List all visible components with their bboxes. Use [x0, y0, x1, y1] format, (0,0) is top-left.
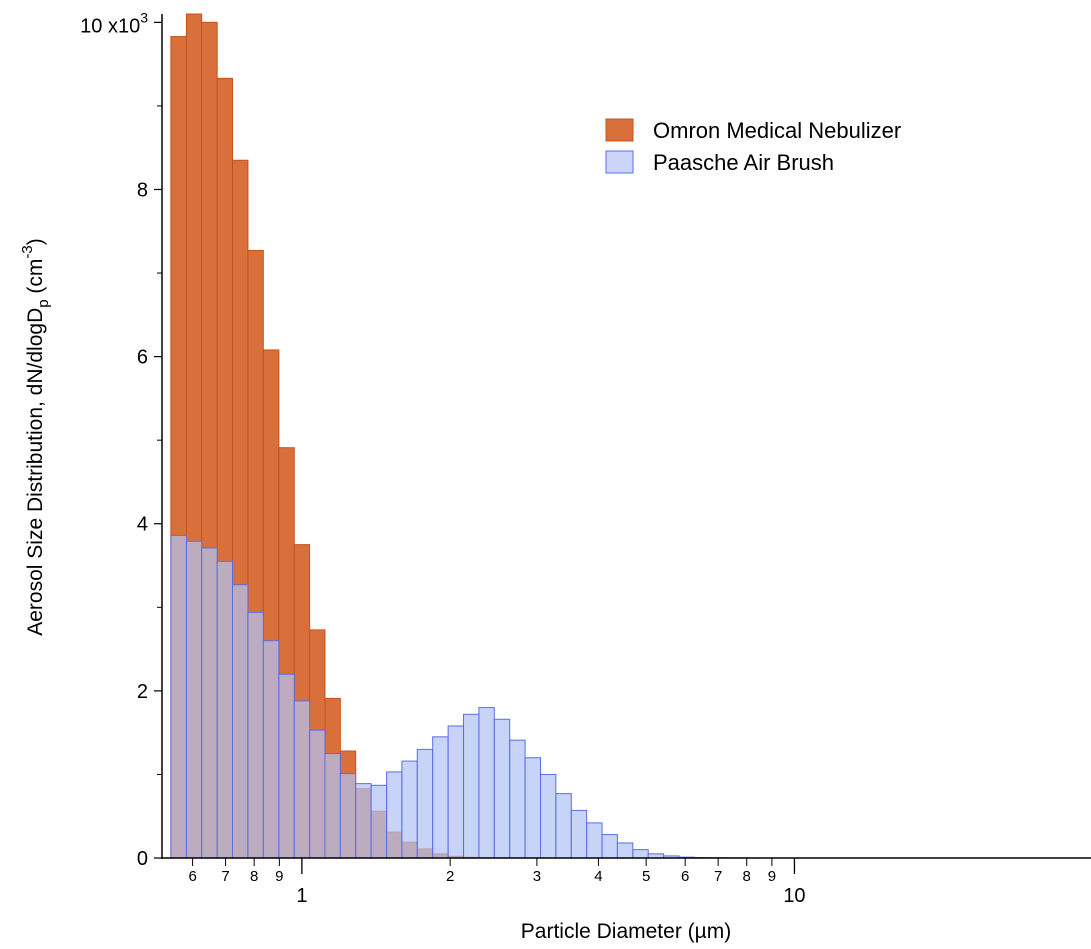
y-title-superscript: -3	[19, 245, 36, 258]
bar-paasche-7	[278, 673, 295, 859]
bar-paasche-0	[170, 534, 187, 859]
legend-label-1: Paasche Air Brush	[653, 150, 834, 175]
bar-paasche-26	[570, 809, 588, 859]
y-multiplier-label: 10 x103	[80, 9, 148, 37]
bar-paasche-22	[509, 739, 526, 859]
y-tick-label-3: 6	[137, 347, 148, 369]
bar-paasche-20	[478, 707, 495, 859]
bar-paasche-10	[324, 753, 341, 859]
bar-paasche-16	[416, 748, 434, 859]
x-minor-tick-label-9: 7	[714, 868, 722, 885]
x-minor-tick-label-10: 8	[743, 868, 751, 885]
bar-paasche-28	[601, 834, 618, 859]
bar-paasche-29	[616, 842, 634, 859]
y-multiplier-base: 10 x10	[80, 15, 140, 37]
y-tick-label-1: 2	[137, 681, 148, 703]
legend: Omron Medical Nebulizer Paasche Air Brush	[605, 118, 901, 175]
y-title-close: )	[24, 238, 47, 245]
y-tick-label-0: 0	[137, 848, 148, 870]
y-tick-label-4: 8	[137, 179, 148, 201]
bar-paasche-2	[201, 547, 218, 859]
x-minor-tick-label-5: 3	[533, 868, 541, 885]
bar-paasche-5	[247, 611, 264, 859]
bar-paasche-23	[524, 757, 542, 859]
x-major-tick-label-0: 1	[296, 885, 307, 907]
bar-paasche-13	[370, 784, 388, 859]
bar-paasche-30	[632, 849, 649, 859]
legend-label-0: Omron Medical Nebulizer	[653, 118, 901, 143]
y-multiplier-exp: 3	[140, 9, 148, 25]
bar-paasche-1	[185, 540, 203, 859]
x-minor-tick-label-2: 8	[250, 868, 258, 885]
y-axis-title: Aerosol Size Distribution, dN/dlogDp (cm…	[19, 238, 52, 636]
bar-paasche-6	[262, 640, 280, 859]
bar-paasche-14	[386, 771, 403, 859]
y-title-unit: (cm	[24, 259, 47, 300]
y-title-subscript: p	[35, 299, 52, 307]
bar-paasche-24	[540, 773, 557, 859]
bar-paasche-18	[447, 725, 465, 859]
x-axis-title: Particle Diameter (µm)	[521, 920, 731, 943]
legend-swatch-0	[605, 118, 634, 142]
bar-paasche-8	[293, 700, 311, 859]
x-minor-tick-label-8: 6	[681, 868, 689, 885]
bar-paasche-19	[463, 713, 480, 859]
bar-paasche-21	[493, 718, 511, 859]
x-minor-tick-label-1: 7	[221, 868, 229, 885]
x-minor-tick-label-3: 9	[275, 868, 283, 885]
x-minor-tick-label-7: 5	[642, 868, 650, 885]
x-minor-tick-label-0: 6	[188, 868, 196, 885]
bar-paasche-12	[355, 783, 372, 859]
bar-paasche-11	[339, 773, 357, 859]
bar-paasche-25	[555, 793, 572, 859]
bar-paasche-17	[432, 736, 449, 859]
x-minor-tick-label-6: 4	[594, 868, 602, 885]
bar-paasche-4	[232, 584, 249, 859]
legend-swatch-1	[605, 150, 634, 174]
bar-paasche-9	[309, 729, 326, 859]
x-major-tick-label-1: 10	[783, 885, 805, 907]
x-minor-tick-label-11: 9	[768, 868, 776, 885]
y-tick-label-2: 4	[137, 514, 148, 536]
bar-paasche-27	[586, 822, 603, 859]
bar-paasche-15	[401, 760, 418, 859]
y-title-main: Aerosol Size Distribution, dN/dlogD	[24, 308, 47, 636]
x-minor-tick-label-4: 2	[446, 868, 454, 885]
bar-paasche-3	[216, 560, 233, 859]
